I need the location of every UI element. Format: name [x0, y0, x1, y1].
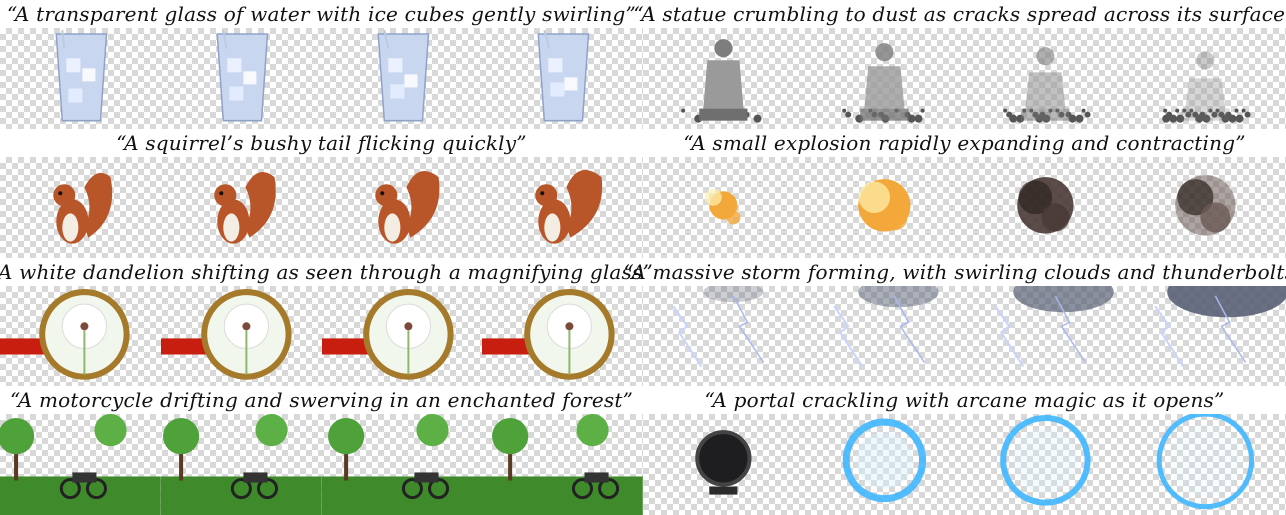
frame-illustration	[0, 288, 130, 380]
frame-illustration	[535, 169, 603, 244]
frame-illustration	[1156, 414, 1255, 510]
frame-illustration	[672, 285, 765, 367]
frame-illustration	[1175, 174, 1236, 236]
frame-illustration	[55, 29, 108, 122]
frame	[322, 157, 483, 258]
frame	[0, 157, 161, 258]
panel-glass-of-water: “A transparent glass of water with ice c…	[0, 0, 643, 129]
frame-strip	[643, 285, 1286, 387]
frame-strip	[0, 156, 643, 258]
frame-illustration	[53, 172, 113, 244]
frame-illustration	[1154, 285, 1286, 367]
panel-caption: “A motorcycle drifting and swerving in a…	[9, 388, 634, 413]
frame	[0, 28, 161, 129]
panel-dandelion: “A white dandelion shifting as seen thro…	[0, 258, 653, 387]
frame	[482, 157, 643, 258]
frame	[161, 157, 322, 258]
frame-strip	[643, 156, 1286, 258]
frame	[1125, 414, 1286, 515]
panel-storm: “A massive storm forming, with swirling …	[623, 258, 1286, 387]
frame-illustration	[216, 29, 269, 122]
frame	[643, 414, 804, 515]
frame-illustration	[858, 178, 911, 232]
panel-caption: “A squirrel’s bushy tail flicking quickl…	[116, 130, 527, 155]
frame-illustration	[160, 288, 292, 380]
panel-caption: “A massive storm forming, with swirling …	[623, 259, 1286, 284]
frame-illustration	[213, 171, 276, 244]
panel-explosion: “A small explosion rapidly expanding and…	[643, 129, 1286, 258]
panel-caption: “A transparent glass of water with ice c…	[7, 2, 636, 26]
frame	[321, 414, 483, 515]
panel-caption: “A small explosion rapidly expanding and…	[683, 130, 1246, 155]
panel-statue: “A statue crumbling to dust as cracks sp…	[633, 0, 1286, 129]
panel-caption: “A white dandelion shifting as seen thro…	[0, 259, 653, 284]
frame-illustration	[695, 430, 752, 495]
frame-illustration	[0, 414, 161, 515]
frame	[804, 414, 965, 515]
frame-illustration	[482, 414, 643, 515]
frame-illustration	[681, 39, 762, 123]
frame	[0, 414, 161, 515]
frame	[482, 28, 643, 129]
frame	[804, 285, 965, 387]
frame-illustration	[321, 414, 483, 515]
frame-strip	[0, 414, 643, 515]
frame	[965, 414, 1126, 515]
frame-illustration	[1162, 51, 1251, 123]
frame-illustration	[1002, 47, 1091, 123]
frame	[804, 157, 965, 258]
frame	[482, 414, 643, 515]
frame-illustration	[482, 288, 615, 380]
frame	[0, 286, 161, 387]
frame-illustration	[160, 414, 322, 515]
frame-strip	[0, 285, 643, 387]
frame	[160, 414, 322, 515]
frame-illustration	[321, 288, 454, 380]
frame	[1125, 28, 1286, 129]
frame	[965, 28, 1126, 129]
frame	[643, 285, 804, 387]
panel-caption: “A statue crumbling to dust as cracks sp…	[633, 2, 1286, 26]
frame-illustration	[999, 415, 1091, 506]
frame-illustration	[537, 29, 590, 122]
frame-illustration	[376, 29, 429, 122]
panel-portal: “A portal crackling with arcane magic as…	[643, 386, 1286, 515]
frame	[1125, 157, 1286, 258]
panel-motorcycle-forest: “A motorcycle drifting and swerving in a…	[0, 386, 643, 515]
frame-illustration	[841, 43, 925, 123]
frame-strip	[0, 28, 643, 129]
frame-strip	[643, 414, 1286, 515]
panel-caption: “A portal crackling with arcane magic as…	[704, 388, 1225, 413]
frame-illustration	[993, 285, 1114, 367]
frame-illustration	[374, 170, 439, 244]
frame	[965, 285, 1126, 387]
frame	[160, 286, 322, 387]
frame	[643, 28, 804, 129]
frame-illustration	[704, 188, 741, 225]
frame	[482, 286, 643, 387]
frame	[1125, 285, 1286, 387]
frame-illustration	[1016, 176, 1074, 234]
frame	[643, 157, 804, 258]
frame	[965, 157, 1126, 258]
frame-illustration	[833, 285, 939, 367]
frame	[161, 28, 322, 129]
frame	[804, 28, 965, 129]
frame-strip	[643, 28, 1286, 129]
frame	[321, 286, 483, 387]
frame-illustration	[842, 418, 926, 503]
frame	[322, 28, 483, 129]
panel-squirrel: “A squirrel’s bushy tail flicking quickl…	[0, 129, 643, 258]
